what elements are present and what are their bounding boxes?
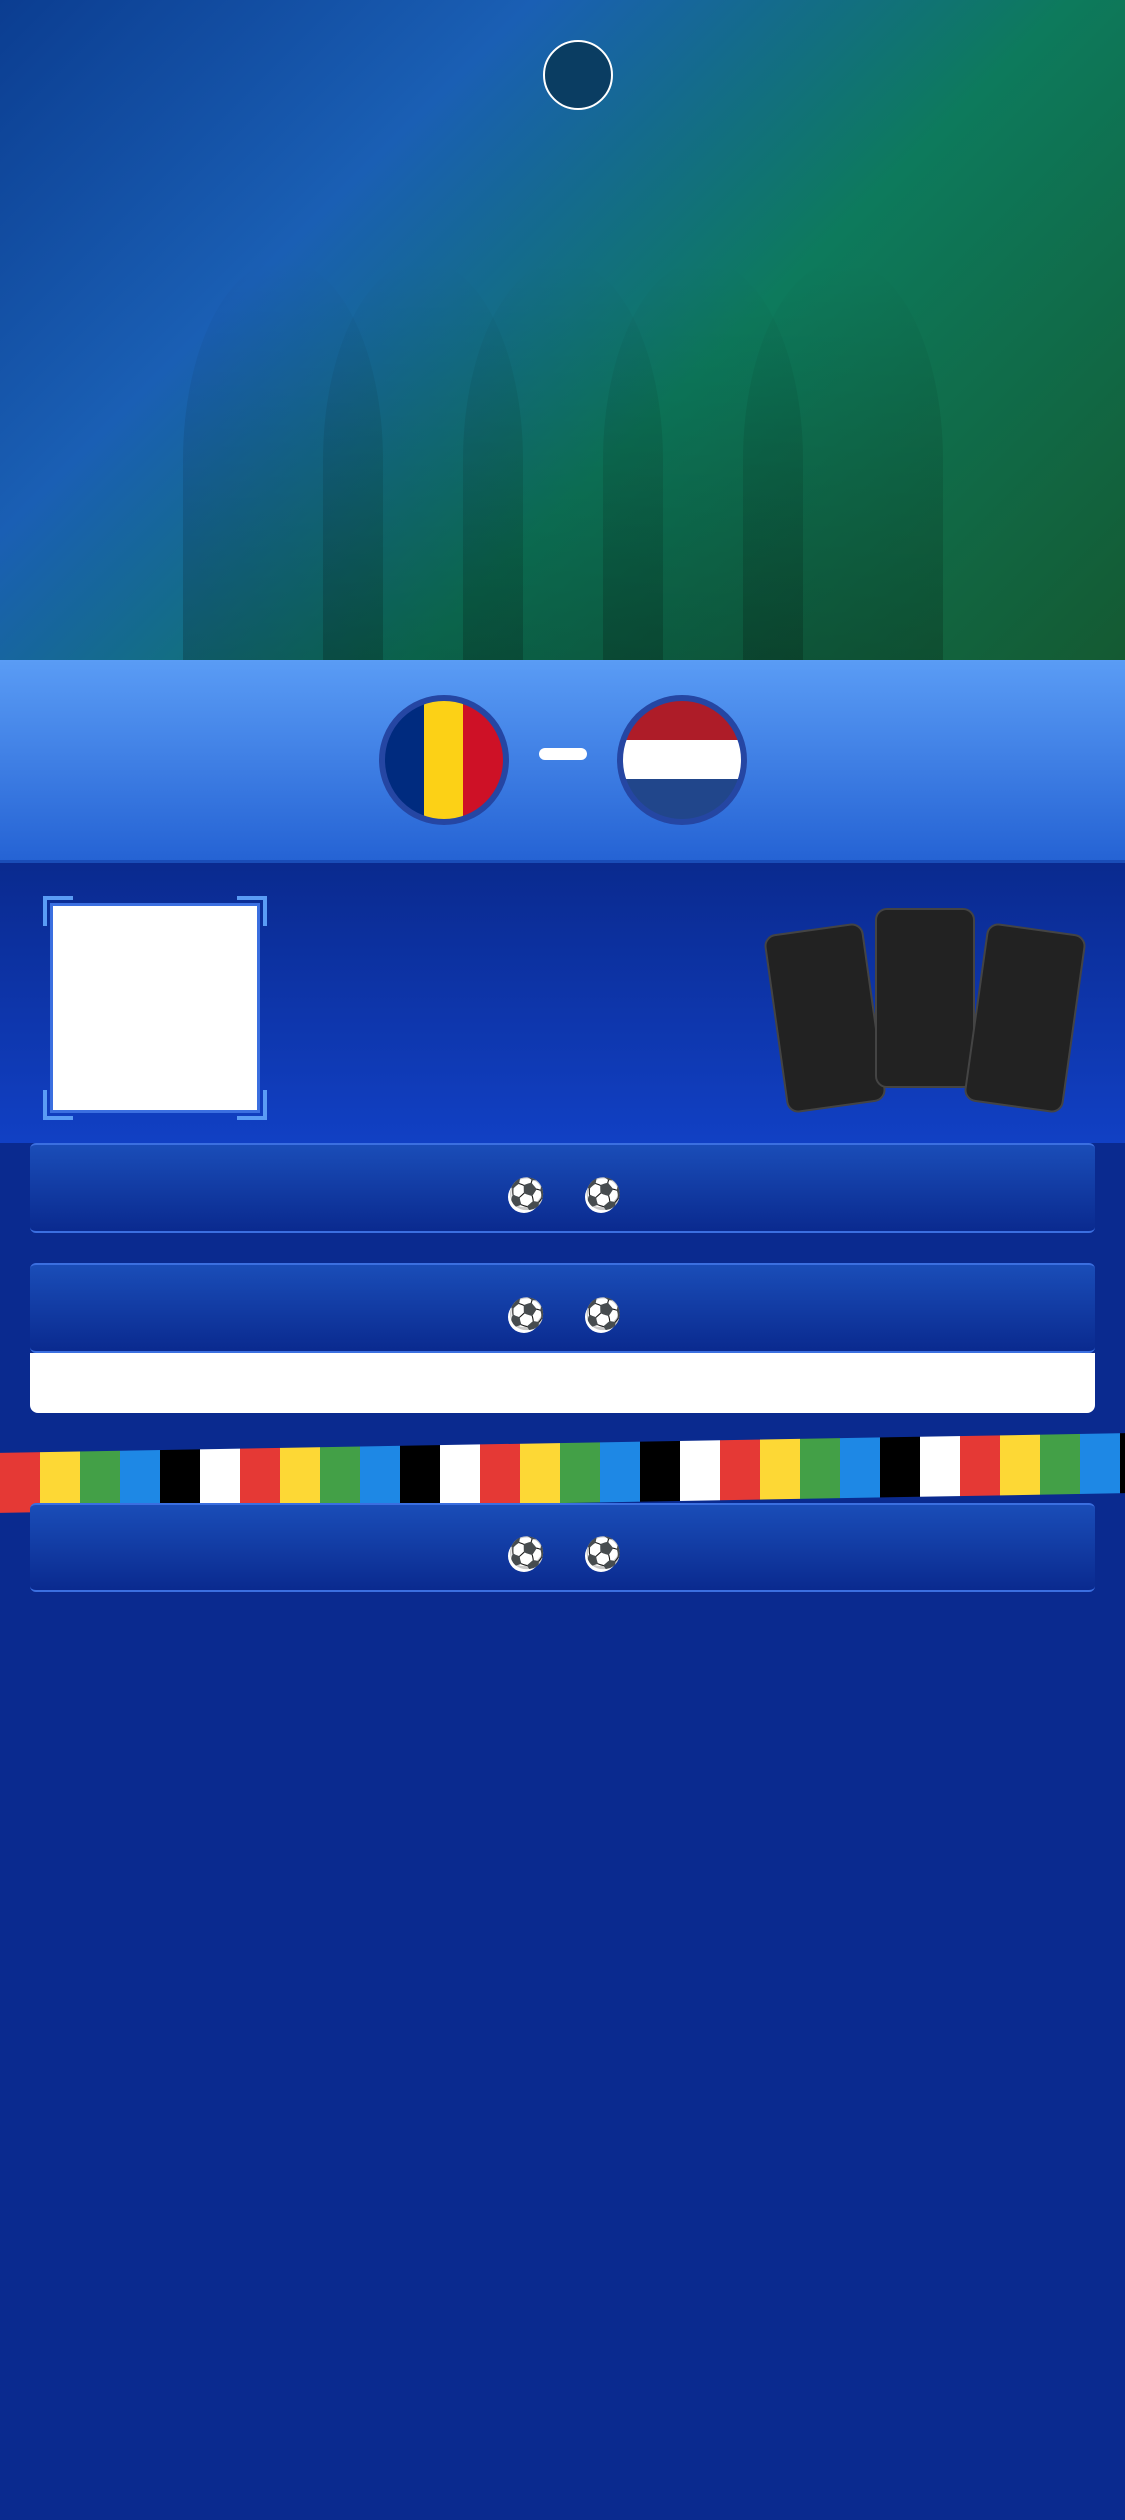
bonus-section xyxy=(0,1443,1125,1473)
odds-panel xyxy=(30,1353,1095,1413)
odds-header xyxy=(30,1263,1095,1353)
brand-logo xyxy=(513,40,613,110)
ball-icon xyxy=(508,1540,540,1572)
promo-section xyxy=(0,863,1125,1143)
ball-icon xyxy=(508,1181,540,1213)
match-time xyxy=(539,748,587,760)
hero-banner xyxy=(0,0,1125,660)
players-graphic xyxy=(0,160,1125,660)
ball-icon xyxy=(585,1181,617,1213)
match-center xyxy=(379,695,747,825)
qr-code[interactable] xyxy=(50,903,260,1113)
ball-icon xyxy=(585,1301,617,1333)
ball-icon xyxy=(508,1301,540,1333)
recommend-header xyxy=(30,1503,1095,1593)
flag-left-icon xyxy=(379,695,509,825)
flag-right-icon xyxy=(617,695,747,825)
app-screenshots-icon xyxy=(775,908,1075,1108)
historical-header xyxy=(30,1143,1095,1233)
club-badge-icon xyxy=(543,40,613,110)
ball-icon xyxy=(585,1540,617,1572)
match-bar xyxy=(0,660,1125,863)
